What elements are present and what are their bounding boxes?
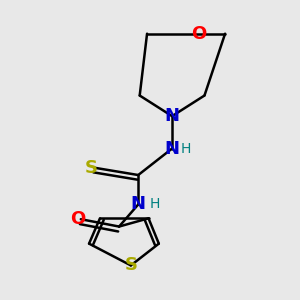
Text: N: N — [165, 140, 180, 158]
Text: S: S — [124, 256, 137, 274]
Text: H: H — [149, 197, 160, 212]
Text: N: N — [131, 196, 146, 214]
Text: O: O — [191, 25, 206, 43]
Text: N: N — [165, 107, 180, 125]
Text: S: S — [85, 159, 98, 177]
Text: O: O — [70, 210, 85, 228]
Text: H: H — [181, 142, 191, 155]
